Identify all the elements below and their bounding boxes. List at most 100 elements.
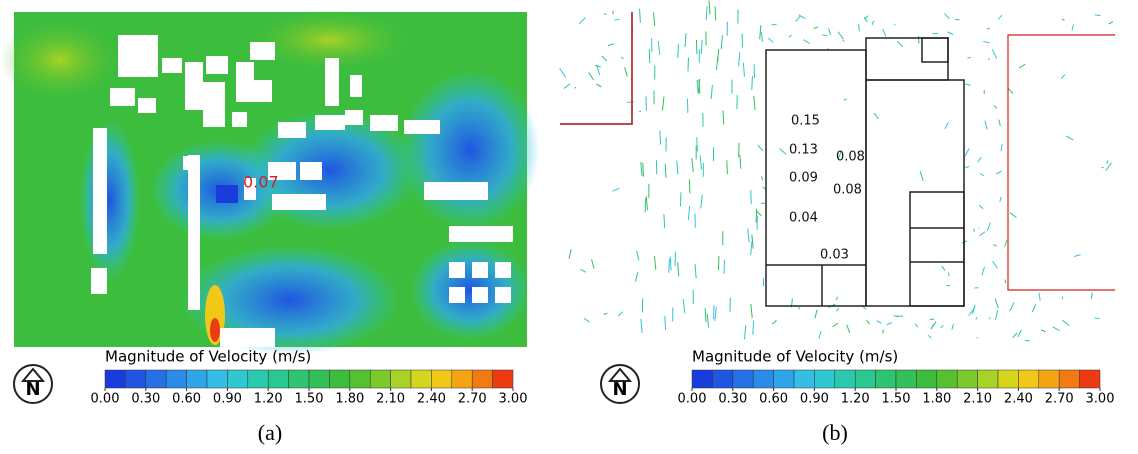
vector — [688, 179, 691, 194]
vector — [964, 148, 970, 157]
vector — [743, 325, 747, 340]
vector — [1040, 329, 1046, 333]
vector — [588, 72, 594, 81]
vector — [694, 264, 697, 279]
vector — [695, 40, 698, 55]
colorbar-cell — [936, 369, 958, 389]
colorbar-tick-label: 1.50 — [882, 392, 911, 407]
colorbar-cell — [349, 369, 371, 389]
vector — [1094, 14, 1101, 17]
vector — [767, 37, 774, 43]
colorbar-cell — [369, 369, 391, 389]
vector — [978, 204, 984, 210]
velocity-annotation: 0.13 — [789, 143, 818, 158]
vector — [645, 96, 647, 111]
colorbar-cell — [1079, 369, 1101, 389]
vector — [677, 43, 679, 58]
vector — [640, 161, 643, 177]
vector — [894, 23, 896, 26]
colorbar-cell — [492, 369, 514, 389]
vector — [1073, 254, 1081, 258]
vector — [997, 14, 1003, 20]
vector — [636, 250, 640, 261]
colorbar-cell — [916, 369, 938, 389]
vector — [742, 62, 745, 77]
vector — [596, 83, 602, 88]
vector — [951, 324, 954, 330]
vector — [814, 309, 818, 319]
vector — [973, 228, 976, 232]
vector — [987, 58, 990, 61]
panel-label: (a) — [258, 420, 282, 445]
vector — [940, 324, 944, 329]
colorbar-cell — [227, 369, 249, 389]
colorbar-cell — [712, 369, 734, 389]
vector — [1004, 279, 1007, 284]
vector — [676, 160, 679, 175]
colorbar-cell — [308, 369, 330, 389]
colorbar-cell — [471, 369, 493, 389]
vector — [943, 13, 950, 20]
colorbar-tick-label: 1.50 — [295, 392, 324, 407]
vector — [563, 83, 571, 89]
vector — [896, 40, 904, 47]
vector — [927, 335, 932, 339]
colorbar-cell — [752, 369, 774, 389]
vector — [559, 67, 567, 78]
vector — [612, 187, 620, 192]
vector — [580, 268, 587, 273]
colorbar-cell — [1018, 369, 1040, 389]
vector — [795, 15, 801, 22]
colorbar-cell — [410, 369, 432, 389]
vector — [948, 272, 950, 277]
velocity-annotation: 0.03 — [820, 248, 849, 263]
velocity-annotation: 0.08 — [833, 183, 862, 198]
vector — [993, 244, 997, 247]
colorbar-tick-label: 2.40 — [1004, 392, 1033, 407]
vector — [720, 35, 723, 50]
vector — [914, 323, 919, 328]
vector — [751, 234, 754, 249]
colorbar-cell — [165, 369, 187, 389]
vector — [984, 120, 988, 130]
colorbar-cell — [956, 369, 978, 389]
colorbar-cell — [186, 369, 208, 389]
vector — [620, 56, 624, 60]
vector — [846, 324, 851, 334]
north-label: N — [612, 379, 627, 400]
vector — [1071, 24, 1075, 31]
vector — [944, 122, 949, 130]
vector — [574, 86, 577, 89]
vector — [994, 298, 999, 309]
vector — [803, 39, 810, 45]
vector — [762, 186, 766, 190]
vector — [657, 40, 661, 55]
vector — [691, 158, 694, 173]
vector — [669, 256, 672, 271]
colorbar-tick-label: 0.30 — [718, 392, 747, 407]
vector — [761, 176, 764, 181]
vector — [751, 75, 753, 91]
vector — [704, 308, 707, 323]
colorbar-cell — [732, 369, 754, 389]
vector — [698, 79, 701, 94]
colorbar-cell — [997, 369, 1019, 389]
vector — [1060, 74, 1066, 80]
colorbar-tick-label: 1.80 — [922, 392, 951, 407]
colorbar-tick-label: 2.70 — [458, 392, 487, 407]
vector — [837, 31, 844, 40]
vector — [971, 304, 976, 315]
colorbar-tick-label: 0.00 — [91, 392, 120, 407]
vector — [753, 64, 756, 79]
velocity-annotation: 0.15 — [791, 114, 820, 129]
velocity-field-a — [0, 10, 540, 355]
vector — [583, 318, 590, 323]
vector — [983, 40, 990, 44]
colorbar-cell — [431, 369, 453, 389]
vector — [798, 14, 806, 20]
vector — [863, 15, 869, 20]
colorbar-cell — [206, 369, 228, 389]
vector — [601, 55, 608, 62]
vector — [837, 150, 842, 160]
vector — [947, 31, 954, 36]
